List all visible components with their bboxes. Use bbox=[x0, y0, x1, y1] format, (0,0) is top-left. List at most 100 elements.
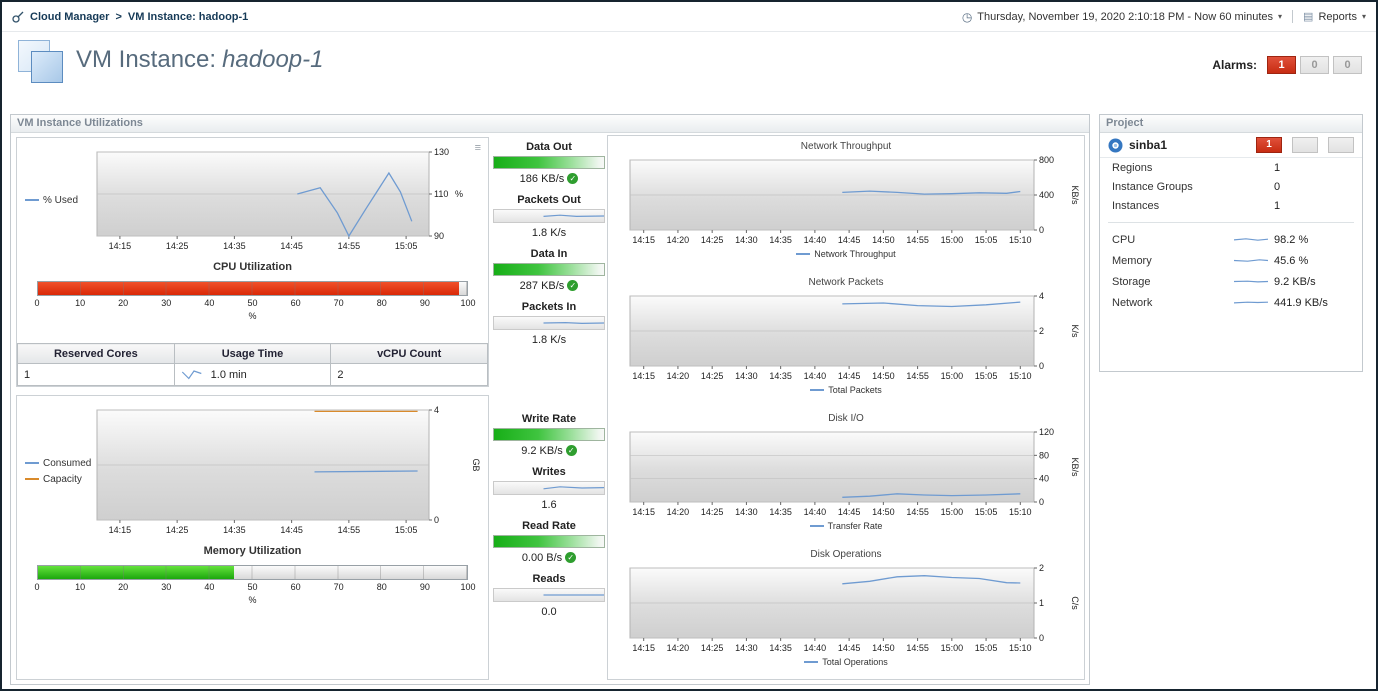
disk-operations-plot[interactable]: 0 1 2 14:15 14:20 14:25 14:30 14:35 14:40 14:45 14… bbox=[612, 564, 1080, 654]
metric-value: 441.9 KB/s bbox=[1274, 296, 1328, 309]
svg-text:14:25: 14:25 bbox=[701, 371, 724, 381]
svg-text:14:45: 14:45 bbox=[280, 241, 303, 251]
legend-label: Consumed bbox=[43, 457, 92, 469]
metric-label: Data In bbox=[530, 248, 568, 260]
svg-text:14:35: 14:35 bbox=[223, 525, 246, 535]
breadcrumb-root[interactable]: Cloud Manager bbox=[30, 10, 110, 23]
project-name-link[interactable]: sinba1 bbox=[1129, 138, 1168, 152]
cpu-utilization-plot[interactable]: 90 110 130 14:15 14:25 14:35 14:45 14:55 15:05% bbox=[95, 148, 481, 252]
disk-io-plot[interactable]: 0 40 80 120 14:15 14:20 14:25 14:30 14:35 14:40 14… bbox=[612, 428, 1080, 518]
time-range-selector[interactable]: Thursday, November 19, 2020 2:10:18 PM -… bbox=[977, 10, 1274, 23]
svg-text:2: 2 bbox=[1039, 564, 1044, 573]
legend-label: Capacity bbox=[43, 473, 82, 485]
panel-title: VM Instance Utilizations bbox=[11, 115, 1089, 133]
project-stat-instance-groups: Instance Groups 0 bbox=[1100, 177, 1362, 196]
network-packets-plot[interactable]: 0 2 4 14:15 14:20 14:25 14:30 14:35 14:40 14:45 14… bbox=[612, 292, 1080, 382]
status-ok-icon: ✓ bbox=[567, 280, 579, 291]
svg-text:14:35: 14:35 bbox=[769, 507, 792, 517]
project-metric-cpu: CPU 98.2 % bbox=[1100, 229, 1362, 250]
alarms-summary: Alarms: 1 0 0 bbox=[1212, 56, 1362, 74]
memory-sparkline bbox=[1234, 255, 1268, 266]
svg-text:4: 4 bbox=[1039, 292, 1044, 301]
reports-button[interactable]: Reports bbox=[1318, 10, 1357, 23]
cpu-gauge: 0 10 20 30 40 50 60 70 80 90 100 % bbox=[34, 281, 476, 321]
project-stat-regions: Regions 1 bbox=[1100, 158, 1362, 177]
svg-text:14:55: 14:55 bbox=[906, 371, 929, 381]
legend-label: Transfer Rate bbox=[827, 520, 883, 531]
network-throughput-chart: Network Throughput 0 400 800 14:15 14:20 14:2… bbox=[608, 136, 1084, 272]
alarm-badge-warning[interactable]: 0 bbox=[1300, 56, 1329, 74]
instance-name: hadoop-1 bbox=[222, 46, 324, 73]
svg-text:14:40: 14:40 bbox=[804, 371, 827, 381]
metric-label: Packets In bbox=[521, 301, 577, 313]
status-ok-icon: ✓ bbox=[565, 445, 577, 456]
chevron-down-icon[interactable]: ▾ bbox=[1278, 12, 1283, 21]
alarm-badge-info[interactable]: 0 bbox=[1333, 56, 1362, 74]
column-header: vCPU Count bbox=[330, 343, 488, 364]
metric-value: 9.2 KB/s bbox=[1274, 275, 1316, 288]
metric-label: Reads bbox=[532, 573, 566, 585]
svg-text:120: 120 bbox=[1039, 428, 1054, 437]
network-metrics-column: Data Out 186 KB/s ✓ Packets Out 1.8 K/s D… bbox=[493, 141, 605, 355]
svg-text:14:55: 14:55 bbox=[906, 507, 929, 517]
svg-text:14:20: 14:20 bbox=[667, 235, 690, 245]
metric-label: Memory bbox=[1112, 254, 1152, 267]
metric-writes: Writes 1.6 bbox=[493, 466, 605, 512]
writes-sparkline bbox=[493, 481, 605, 495]
chevron-down-icon[interactable]: ▾ bbox=[1361, 12, 1366, 21]
chart-title: Network Packets bbox=[808, 277, 884, 288]
chart-menu-icon[interactable]: ≡ bbox=[474, 142, 481, 154]
metric-label: Data Out bbox=[526, 141, 572, 153]
project-alarm-badge-warning[interactable] bbox=[1292, 137, 1318, 153]
project-alarm-badge-critical[interactable]: 1 bbox=[1256, 137, 1282, 153]
metric-value: 98.2 % bbox=[1274, 233, 1309, 246]
legend-line-icon bbox=[25, 478, 39, 480]
svg-text:0: 0 bbox=[434, 515, 439, 525]
svg-text:14:35: 14:35 bbox=[223, 241, 246, 251]
network-sparkline bbox=[1234, 297, 1268, 308]
status-ok-icon: ✓ bbox=[565, 552, 577, 563]
legend-line-icon bbox=[804, 660, 819, 663]
svg-text:14:20: 14:20 bbox=[667, 643, 690, 653]
top-bar: Cloud Manager > VM Instance: hadoop-1 ◷ … bbox=[2, 2, 1376, 32]
legend-line-icon bbox=[796, 252, 811, 255]
legend-line-icon bbox=[809, 524, 824, 527]
cpu-gauge-fill bbox=[38, 282, 460, 295]
reserved-cores-value: 1 bbox=[17, 363, 175, 386]
legend-label: Network Throughput bbox=[814, 248, 896, 259]
metric-data-out: Data Out 186 KB/s ✓ bbox=[493, 141, 605, 186]
memory-gauge: 0 10 20 30 40 50 60 70 80 90 100 % bbox=[34, 565, 476, 605]
metric-value: 9.2 KB/s bbox=[521, 444, 563, 457]
disk-metrics-column: Write Rate 9.2 KB/s ✓ Writes 1.6 Read Rat… bbox=[493, 413, 605, 627]
breadcrumb-current: VM Instance: hadoop-1 bbox=[127, 10, 249, 23]
svg-text:14:50: 14:50 bbox=[872, 235, 895, 245]
svg-text:KB/s: KB/s bbox=[1070, 185, 1080, 205]
metric-data-in: Data In 287 KB/s ✓ bbox=[493, 248, 605, 293]
metric-label: Read Rate bbox=[522, 520, 576, 532]
svg-text:15:10: 15:10 bbox=[1009, 235, 1032, 245]
project-alarm-badge-info[interactable] bbox=[1328, 137, 1354, 153]
svg-text:0: 0 bbox=[1039, 361, 1044, 371]
svg-text:14:55: 14:55 bbox=[338, 525, 361, 535]
svg-text:14:20: 14:20 bbox=[667, 507, 690, 517]
disk-io-chart: Disk I/O 0 40 80 120 14:15 14:20 14:25 14:30 14:… bbox=[608, 408, 1084, 544]
svg-text:15:05: 15:05 bbox=[975, 507, 998, 517]
vm-instance-icon bbox=[18, 40, 66, 84]
svg-text:14:55: 14:55 bbox=[906, 235, 929, 245]
svg-text:0: 0 bbox=[1039, 225, 1044, 235]
metric-read-rate: Read Rate 0.00 B/s ✓ bbox=[493, 520, 605, 565]
metric-value: 1.8 K/s bbox=[531, 226, 567, 239]
memory-utilization-plot[interactable]: 0 4 14:15 14:25 14:35 14:45 14:55 15:05 GB bbox=[95, 406, 481, 536]
svg-text:15:10: 15:10 bbox=[1009, 371, 1032, 381]
clock-icon: ◷ bbox=[961, 9, 973, 24]
bookmark-icon[interactable] bbox=[12, 11, 24, 23]
network-throughput-plot[interactable]: 0 400 800 14:15 14:20 14:25 14:30 14:35 14:40 14:… bbox=[612, 156, 1080, 246]
stat-label: Regions bbox=[1112, 161, 1153, 174]
memory-gauge-unit: % bbox=[248, 595, 257, 605]
alarm-badge-critical[interactable]: 1 bbox=[1267, 56, 1296, 74]
svg-text:14:55: 14:55 bbox=[906, 643, 929, 653]
cpu-sparkline bbox=[1234, 234, 1268, 245]
cpu-gauge-scale: 0 10 20 30 40 50 60 70 80 90 100 bbox=[34, 298, 476, 308]
chart-title: Network Throughput bbox=[800, 141, 892, 152]
svg-text:14:45: 14:45 bbox=[838, 643, 861, 653]
